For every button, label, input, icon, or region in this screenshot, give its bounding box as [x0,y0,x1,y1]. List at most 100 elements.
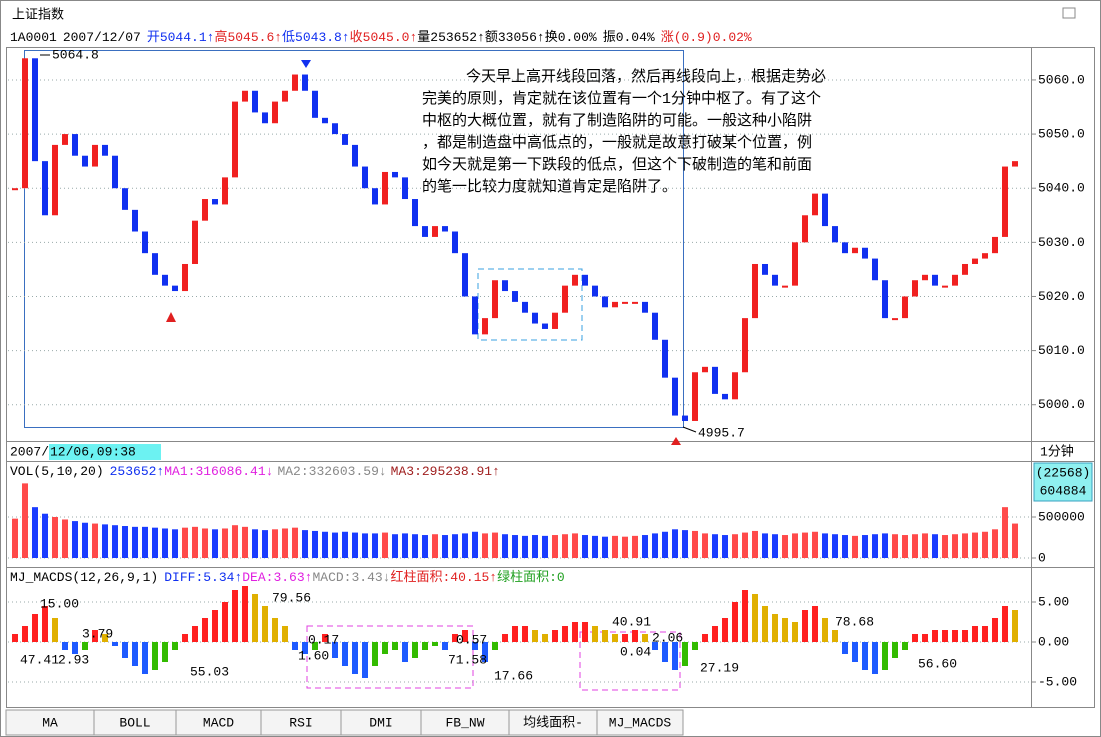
tab[interactable] [508,709,598,736]
macd-bar [412,642,418,658]
volume-bar [72,521,78,558]
macd-bar [592,626,598,642]
candle [752,263,758,319]
candle [22,58,28,189]
tab-label[interactable]: FB_NW [445,715,484,730]
candle [942,285,948,288]
volume-bar [972,532,978,558]
low: 低5043.8↑ [282,30,350,45]
volume-bar [12,518,18,558]
volume-bar [882,533,888,558]
cursor-highlight [49,444,161,460]
volume-bar [452,534,458,558]
volume-bar [512,535,518,558]
tab[interactable] [340,709,422,736]
macd-bar [872,642,878,674]
macd-bar [742,590,748,642]
volume: 量253652↑ [417,30,485,45]
candle [712,366,718,394]
candle [992,236,998,254]
turnover: 换0.00% [545,30,597,45]
tab-label[interactable]: MJ_MACDS [609,715,672,730]
macd-bar [162,642,168,662]
tab-label[interactable]: RSI [289,715,312,730]
cursor-year: 2007/ [10,444,49,459]
tab[interactable] [5,709,95,736]
macd-bar [442,642,448,650]
macd-annotation: 79.56 [272,590,311,605]
open: 开5044.1↑ [147,30,215,45]
volume-bar [802,532,808,558]
volume-bar [522,535,528,558]
volume-bar [432,534,438,558]
macd-bar [822,618,828,642]
macd-bar [1002,606,1008,642]
candle [232,101,238,178]
macd-red-area: 红柱面积:40.15↑ [390,569,497,585]
macd-bar [612,634,618,642]
note-line: 完美的原则，肯定就在该位置有一个1分钟中枢了。有了这个 [422,90,821,108]
volume-bar [572,533,578,558]
macd-bar [82,642,88,650]
macd-bar [22,626,28,642]
tab[interactable] [175,709,262,736]
candle [982,253,988,259]
macd-bar [362,642,368,678]
macd-bar [452,634,458,642]
tab-label[interactable]: MACD [203,715,234,730]
volume-bar [172,529,178,558]
macd-bar [172,642,178,650]
candle [702,366,708,373]
volume-bar [862,535,868,558]
macd-dea: DEA:3.63↑ [242,570,312,585]
tab[interactable] [596,709,684,736]
candle [102,144,108,156]
volume-bar [772,534,778,558]
tab-label[interactable]: MA [42,715,58,730]
volume-bar [822,533,828,558]
macd-bar [492,642,498,650]
down-arrow [301,60,311,68]
macd-annotation: 71.58 [448,652,487,667]
window-icon[interactable] [1062,7,1076,19]
macd-bar [212,610,218,642]
macd-bar [552,630,558,642]
candle [652,312,658,340]
period-label: 1分钟 [1040,443,1074,459]
macd-bar [292,642,298,650]
macd-bar [1012,610,1018,642]
tab-label[interactable]: DMI [369,715,392,730]
macd-name: MJ_MACDS(12,26,9,1) [10,570,158,585]
volume-bar [722,535,728,558]
volume-bar [1012,523,1018,558]
macd-bar [892,642,898,658]
vol-box [1033,462,1093,502]
volume-bar [542,535,548,558]
candle [1012,161,1018,167]
vol-box-top: (22568) [1036,465,1091,480]
candle [552,312,558,329]
note-line: 的笔一比较力度就知道肯定是陷阱了。 [422,177,677,196]
macd-annotation: 55.03 [190,664,229,679]
candle [492,280,498,319]
volume-bar [242,526,248,558]
candle [362,166,368,189]
volume-bar [362,533,368,558]
candle [392,171,398,178]
quote-line: 1A0001 2007/12/07 开5044.1↑高5045.6↑低5043.8↑… [10,29,752,45]
macd-bar [672,642,678,670]
candle [972,258,978,264]
macd-bar [652,642,658,650]
volume-bar [192,526,198,558]
volume-bar [202,528,208,558]
volume-bar [352,532,358,558]
tab-label[interactable]: BOLL [119,715,150,730]
volume-bar [632,535,638,558]
volume-bar [792,533,798,558]
volume-bar [42,513,48,558]
tab-label[interactable]: 均线面积- [523,715,583,730]
candle [832,226,838,243]
vol-last: 253652↑ [110,464,165,479]
macd-bar [562,626,568,642]
candle [52,144,58,216]
